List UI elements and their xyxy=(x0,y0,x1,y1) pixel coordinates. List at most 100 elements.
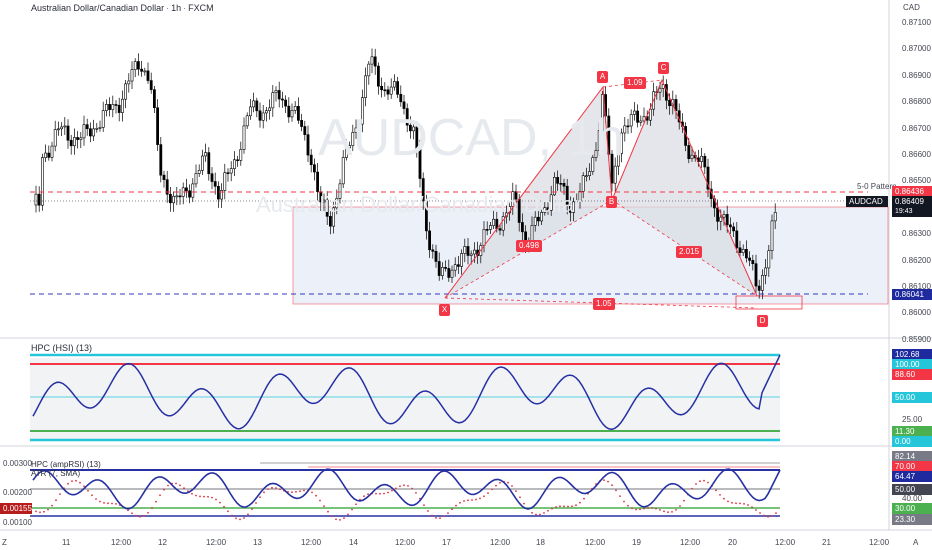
atr-dot xyxy=(243,517,245,519)
atr-dot xyxy=(131,512,133,515)
candles-group xyxy=(34,48,777,300)
point-x-badge[interactable]: X xyxy=(439,304,450,316)
candle-body xyxy=(127,80,131,85)
point-b-badge[interactable]: B xyxy=(606,196,617,208)
candle-body xyxy=(690,154,694,159)
main-legend[interactable]: Australian Dollar/Canadian Dollar · 1h · FXC… xyxy=(31,3,214,13)
candle-body xyxy=(568,205,572,213)
candle-body xyxy=(162,174,166,180)
candle-body xyxy=(264,110,268,114)
time-label: 18 xyxy=(536,538,545,547)
candle-body xyxy=(185,187,188,192)
candle-body xyxy=(728,224,732,228)
atr-dot xyxy=(523,502,525,505)
atr-dot xyxy=(271,486,273,489)
countdown-label: 19:43 xyxy=(892,206,932,217)
hsi-legend[interactable]: HPC (HSI) (13) xyxy=(31,343,92,353)
atr-dot xyxy=(563,505,565,508)
corner-right[interactable]: A xyxy=(913,538,919,547)
ratio-badge[interactable]: 1.05 xyxy=(593,298,615,310)
price-tick: 0.86900 xyxy=(902,70,931,80)
atr-dot xyxy=(583,497,585,500)
ratio-badge[interactable]: 1.09 xyxy=(624,77,646,89)
candle-body xyxy=(533,216,537,226)
atr-dot xyxy=(643,507,645,510)
candle-body xyxy=(82,124,86,139)
point-a-badge[interactable]: A xyxy=(597,71,608,83)
candle-body xyxy=(562,183,566,187)
candle-body xyxy=(153,89,156,109)
atr-dot xyxy=(115,503,117,505)
atr-dot xyxy=(303,489,305,492)
atr-dot xyxy=(291,491,293,494)
atr-dot xyxy=(647,507,649,509)
candle-body xyxy=(73,137,76,147)
candle-body xyxy=(376,65,380,87)
amp-rsi-line[interactable] xyxy=(32,468,781,510)
candle-body xyxy=(69,139,73,147)
candle-body xyxy=(431,249,435,252)
candle-body xyxy=(751,260,755,264)
atr-dot xyxy=(607,480,609,483)
atr-dot xyxy=(83,485,85,488)
ratio-badge[interactable]: 2.015 xyxy=(676,246,703,258)
time-label: 19 xyxy=(632,538,641,547)
candle-body xyxy=(60,126,64,130)
atr-dot xyxy=(351,508,353,511)
candle-body xyxy=(201,155,204,171)
candle-body xyxy=(175,195,179,198)
candle-body xyxy=(485,229,489,231)
atr-dot xyxy=(543,512,545,514)
atr-dot xyxy=(627,504,629,507)
candle-body xyxy=(306,134,310,156)
price-tick: 0.85900 xyxy=(902,334,931,344)
atr-dot xyxy=(435,517,437,519)
corner-left[interactable]: Z xyxy=(2,538,7,547)
atr-dot xyxy=(723,497,725,500)
candle-body xyxy=(572,201,576,213)
candle-body xyxy=(565,185,569,206)
legend-sep: · xyxy=(166,3,170,13)
candle-body xyxy=(287,105,291,118)
atr-dot xyxy=(763,514,765,517)
atr-dot xyxy=(631,507,633,510)
hsi-line[interactable] xyxy=(32,354,781,431)
atr-dot xyxy=(507,481,509,484)
atr-dot xyxy=(255,502,257,504)
candle-body xyxy=(360,97,364,125)
candle-body xyxy=(389,86,393,95)
candle-body xyxy=(146,70,150,81)
candle-body xyxy=(380,85,384,91)
ratio-badge[interactable]: 0.498 xyxy=(516,240,543,252)
point-d-badge[interactable]: D xyxy=(757,315,768,327)
atr-dot xyxy=(315,494,317,497)
point-c-badge[interactable]: C xyxy=(658,62,669,74)
candle-body xyxy=(415,126,419,150)
atr-dot xyxy=(519,496,521,499)
candle-body xyxy=(581,175,585,192)
candle-body xyxy=(725,214,729,226)
amp-legend[interactable]: HPC (ampRSI) (13) xyxy=(31,460,101,469)
atr-dot xyxy=(679,505,681,507)
candle-body xyxy=(220,190,224,200)
candle-body xyxy=(300,120,304,127)
hsi-lower-label: 0.00 xyxy=(892,436,932,447)
atr-dot xyxy=(395,487,397,490)
atr-dot xyxy=(339,519,341,521)
amp-label: 64.47 xyxy=(892,471,932,482)
atr-dot xyxy=(703,479,705,482)
atr-dot xyxy=(251,508,253,510)
atr-dot xyxy=(263,491,265,494)
time-label: 12:00 xyxy=(490,538,511,547)
candle-body xyxy=(536,216,540,222)
candle-body xyxy=(399,94,403,103)
atr-legend[interactable]: ATR (7, SMA) xyxy=(31,469,80,478)
hsi-upper-label: 100.00 xyxy=(892,359,932,370)
candle-body xyxy=(357,123,361,129)
candle-body xyxy=(520,222,524,233)
atr-dot xyxy=(427,510,429,512)
d-target-box[interactable] xyxy=(735,295,803,310)
pattern-zone[interactable] xyxy=(292,206,889,305)
candle-body xyxy=(744,249,748,259)
